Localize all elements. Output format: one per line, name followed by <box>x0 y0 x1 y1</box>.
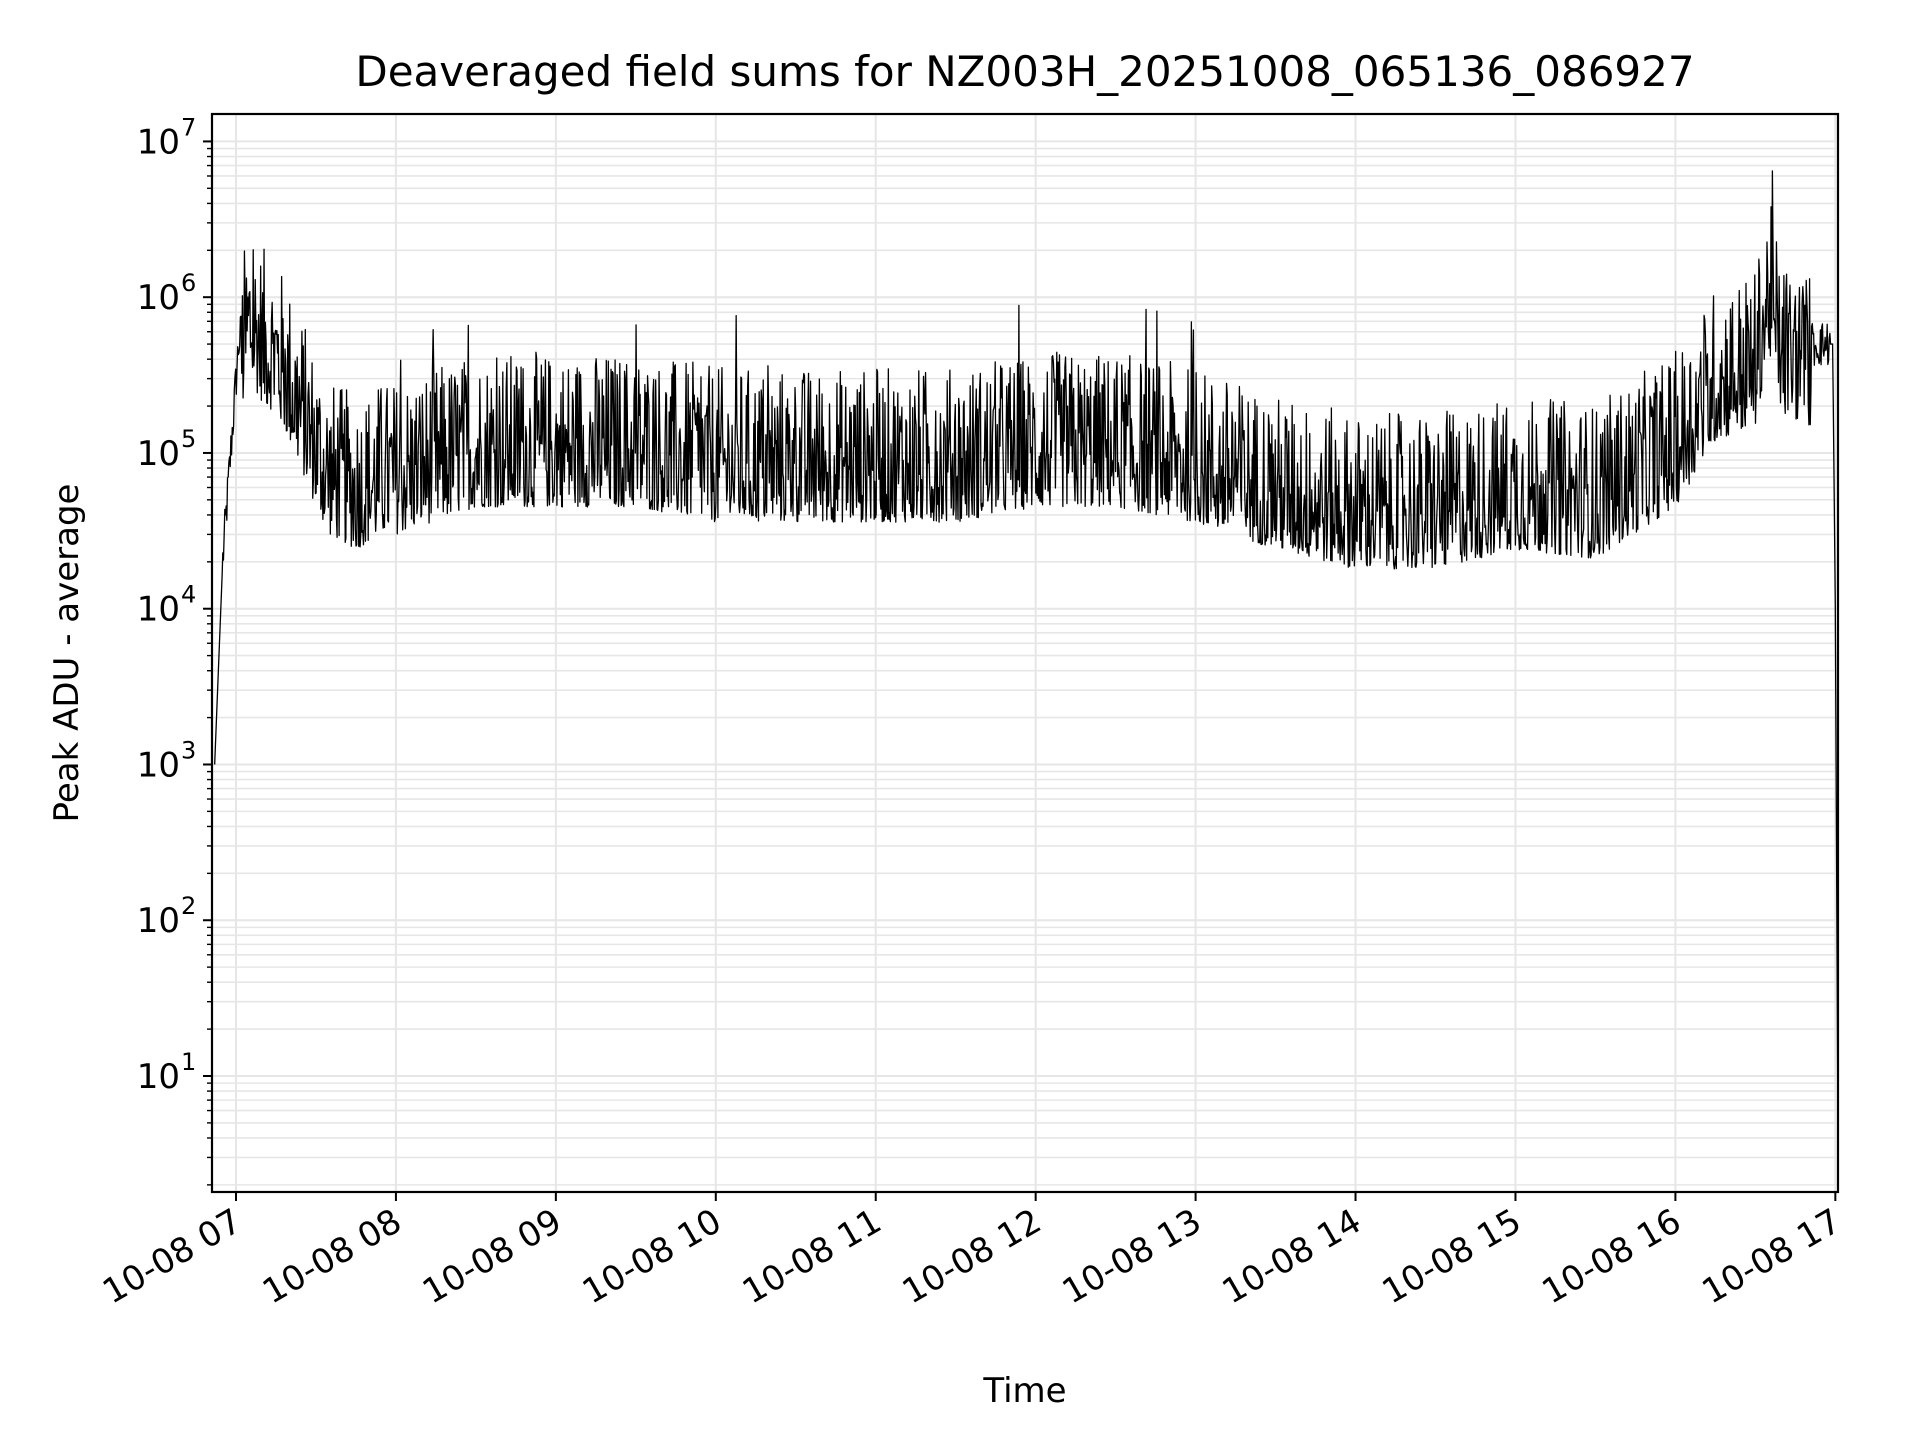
y-tick-exponent: 4 <box>181 581 196 609</box>
y-tick-label: 10 <box>137 590 180 630</box>
y-tick-exponent: 6 <box>181 269 196 297</box>
series-layer <box>214 170 1839 1148</box>
y-tick-exponent: 7 <box>181 113 196 141</box>
y-axis-title: Peak ADU - average <box>47 484 87 823</box>
x-axis-title: Time <box>982 1371 1066 1411</box>
y-tick-exponent: 5 <box>181 425 196 453</box>
y-tick-exponent: 3 <box>181 736 196 764</box>
chart-title: Deaveraged field sums for NZ003H_2025100… <box>355 47 1694 96</box>
y-tick-label: 10 <box>137 278 180 318</box>
y-tick-label: 10 <box>137 745 180 785</box>
y-tick-exponent: 2 <box>181 892 196 920</box>
y-tick-label: 10 <box>137 434 180 474</box>
series-line <box>214 170 1839 1148</box>
plot-frame <box>210 112 1840 1194</box>
y-tick-label: 10 <box>137 122 180 162</box>
y-tick-label: 10 <box>137 901 180 941</box>
y-tick-label: 10 <box>137 1057 180 1097</box>
y-tick-exponent: 1 <box>181 1048 196 1076</box>
